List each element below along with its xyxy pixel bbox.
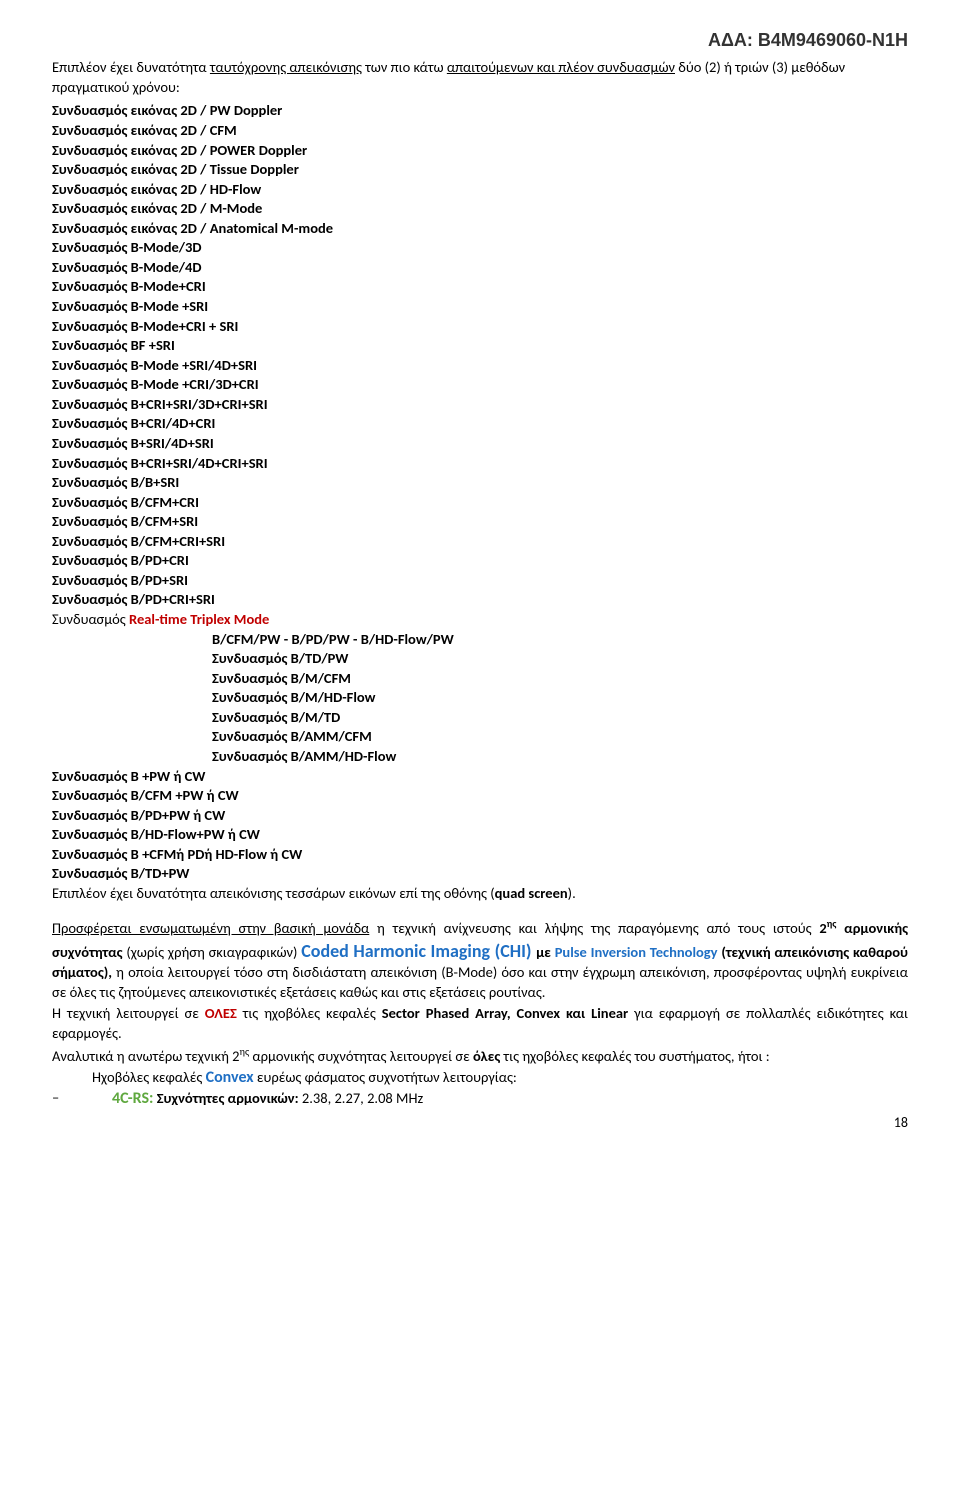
- combo-item: Συνδυασμός εικόνας 2D / M-Mode: [52, 199, 908, 219]
- combo-item: Συνδυασμός B/CFM +PW ή CW: [52, 786, 908, 806]
- quad-text-c: ).: [568, 884, 576, 902]
- p3-a: Αναλυτικά η ανωτέρω τεχνική 2: [52, 1047, 240, 1065]
- intro-text-2: των πιο κάτω: [362, 58, 447, 76]
- combo-item: Συνδυασμός B/PD+CRI+SRI: [52, 590, 908, 610]
- chi-sup: ης: [827, 917, 837, 930]
- combo-list: Συνδυασμός εικόνας 2D / PW Doppler Συνδυ…: [52, 101, 908, 884]
- combo-item: Συνδυασμός B/CFM+SRI: [52, 512, 908, 532]
- oles-c: Sector Phased Array, Convex και Linear: [382, 1004, 628, 1022]
- combo-item: Συνδυασμός B-Mode/4D: [52, 258, 908, 278]
- p3-b: αρμονικής συχνότητας λειτουργεί σε: [249, 1047, 473, 1065]
- chi-blue: Coded Harmonic Imaging (CHI): [301, 940, 536, 962]
- combo-item: Συνδυασμός B-Mode +CRI/3D+CRI: [52, 375, 908, 395]
- chi-2: 2: [819, 919, 826, 937]
- chi-me: με: [536, 943, 555, 961]
- chi-text-1: η τεχνική ανίχνευσης και λήψης της παραγ…: [369, 919, 819, 937]
- intro-underline-1: ταυτόχρονης απεικόνισης: [210, 58, 362, 76]
- triplex-sub-item: Συνδυασμός B/M/HD-Flow: [52, 688, 908, 708]
- combo-item: Συνδυασμός B/PD+PW ή CW: [52, 806, 908, 826]
- triplex-sub-item: Συνδυασμός B/M/TD: [52, 708, 908, 728]
- triplex-sub-item: Συνδυασμός B/AMM/HD-Flow: [52, 747, 908, 767]
- combo-item: Συνδυασμός B-Mode +SRI/4D+SRI: [52, 356, 908, 376]
- combo-item: Συνδυασμός B+CRI+SRI/3D+CRI+SRI: [52, 395, 908, 415]
- combo-item: Συνδυασμός B+SRI/4D+SRI: [52, 434, 908, 454]
- quad-text-b: quad screen: [495, 884, 568, 902]
- combo-item: Συνδυασμός BF +SRI: [52, 336, 908, 356]
- convex-line: Ηχοβόλες κεφαλές Convex ευρέως φάσματος …: [52, 1067, 908, 1089]
- oles-b: τις ηχοβόλες κεφαλές: [237, 1004, 382, 1022]
- combo-item: Συνδυασμός εικόνας 2D / CFM: [52, 121, 908, 141]
- paragraph-detail: Αναλυτικά η ανωτέρω τεχνική 2ης αρμονική…: [52, 1045, 908, 1066]
- rs-green: 4C-RS:: [112, 1089, 153, 1108]
- header-code: ΑΔΑ: Β4Μ9469060-Ν1Η: [52, 28, 908, 52]
- combo-item: Συνδυασμός B+CRI+SRI/4D+CRI+SRI: [52, 454, 908, 474]
- page-number: 18: [52, 1114, 908, 1133]
- combo-item: Συνδυασμός B+CRI/4D+CRI: [52, 414, 908, 434]
- triplex-sub-item: Συνδυασμός B/TD/PW: [52, 649, 908, 669]
- combo-item: Συνδυασμός B/B+SRI: [52, 473, 908, 493]
- combo-item: Συνδυασμός B/PD+CRI: [52, 551, 908, 571]
- rs-line: 4C-RS: Συχνότητες αρμονικών: 2.38, 2.27,…: [52, 1088, 908, 1110]
- combo-item: Συνδυασμός B +PW ή CW: [52, 767, 908, 787]
- combo-item: Συνδυασμός B-Mode+CRI: [52, 277, 908, 297]
- combo-item: Συνδυασμός εικόνας 2D / Anatomical M-mod…: [52, 219, 908, 239]
- combo-item: Συνδυασμός εικόνας 2D / PW Doppler: [52, 101, 908, 121]
- combo-item: Συνδυασμός B/PD+SRI: [52, 571, 908, 591]
- p3-sup: ης: [240, 1045, 250, 1058]
- combo-item: Συνδυασμός B-Mode +SRI: [52, 297, 908, 317]
- combo-item: Συνδυασμός B-Mode/3D: [52, 238, 908, 258]
- intro-underline-2: απαιτούμενων και πλέον συνδυασμών: [447, 58, 675, 76]
- triplex-red: Real-time Triplex Mode: [129, 610, 269, 628]
- rs-b: Συχνότητες αρμονικών:: [153, 1089, 301, 1107]
- intro-text-1: Επιπλέον έχει δυνατότητα: [52, 58, 210, 76]
- chi-paren: (χωρίς χρήση σκιαγραφικών): [126, 943, 301, 961]
- oles-a: Η τεχνική λειτουργεί σε: [52, 1004, 205, 1022]
- intro-paragraph: Επιπλέον έχει δυνατότητα ταυτόχρονης απε…: [52, 58, 908, 97]
- combo-item: Συνδυασμός B-Mode+CRI + SRI: [52, 317, 908, 337]
- combo-item: Συνδυασμός εικόνας 2D / Tissue Doppler: [52, 160, 908, 180]
- triplex-line: Συνδυασμός Real-time Triplex Mode: [52, 610, 908, 630]
- triplex-sub-item: Συνδυασμός B/AMM/CFM: [52, 727, 908, 747]
- convex-blue: Convex: [206, 1068, 254, 1087]
- convex-c: ευρέως φάσματος συχνοτήτων λειτουργίας:: [254, 1068, 517, 1086]
- paragraph-oles: Η τεχνική λειτουργεί σε ΟΛΕΣ τις ηχοβόλε…: [52, 1004, 908, 1043]
- triplex-modes: B/CFM/PW - B/PD/PW - B/HD-Flow/PW: [52, 630, 908, 650]
- p3-d: τις ηχοβόλες κεφαλές του συστήματος, ήτο…: [500, 1047, 769, 1065]
- pit-blue: Pulse Inversion Technology: [555, 943, 718, 961]
- combo-item: Συνδυασμός B/HD-Flow+PW ή CW: [52, 825, 908, 845]
- triplex-prefix: Συνδυασμός: [52, 610, 129, 628]
- quad-screen-line: Επιπλέον έχει δυνατότητα απεικόνισης τεσ…: [52, 884, 908, 904]
- rs-c: 2.38, 2.27, 2.08 MHz: [302, 1089, 423, 1107]
- chi-underline: Προσφέρεται ενσωματωμένη στην βασική μον…: [52, 919, 369, 937]
- quad-text-a: Επιπλέον έχει δυνατότητα απεικόνισης τεσ…: [52, 884, 495, 902]
- p3-c: όλες: [473, 1047, 500, 1065]
- oles-red: ΟΛΕΣ: [205, 1004, 237, 1022]
- paragraph-chi: Προσφέρεται ενσωματωμένη στην βασική μον…: [52, 917, 908, 1002]
- convex-a: Ηχοβόλες κεφαλές: [92, 1068, 206, 1086]
- combo-item: Συνδυασμός B/TD+PW: [52, 864, 908, 884]
- combo-item: Συνδυασμός B/CFM+CRI+SRI: [52, 532, 908, 552]
- combo-item: Συνδυασμός B +CFMή PDή HD-Flow ή CW: [52, 845, 908, 865]
- chi-rest: η οποία λειτουργεί τόσο στη δισδιάστατη …: [52, 963, 908, 1001]
- combo-item: Συνδυασμός εικόνας 2D / POWER Doppler: [52, 141, 908, 161]
- combo-item: Συνδυασμός εικόνας 2D / HD-Flow: [52, 180, 908, 200]
- triplex-sub-item: Συνδυασμός B/M/CFM: [52, 669, 908, 689]
- combo-item: Συνδυασμός B/CFM+CRI: [52, 493, 908, 513]
